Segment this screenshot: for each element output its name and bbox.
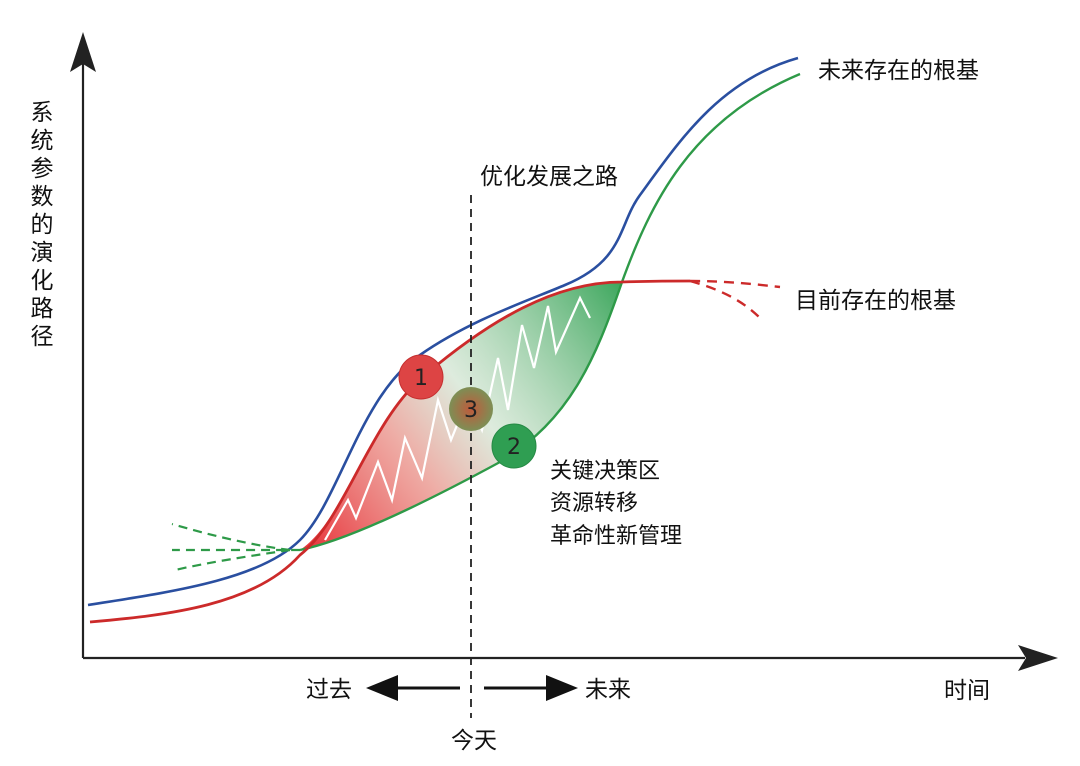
point-2-number: 2: [507, 435, 521, 460]
past-label: 过去: [306, 677, 352, 703]
future-foundation-curve-green: [299, 72, 801, 552]
optimized-path-label: 优化发展之路: [480, 164, 618, 190]
future-foundation-curve-blue: [87, 56, 799, 607]
y-axis-label: 系统参数的演化路径: [31, 100, 54, 350]
decision-zone-line-1: 关键决策区: [550, 459, 660, 484]
point-1-number: 1: [414, 366, 428, 391]
point-2: 2: [491, 423, 537, 469]
future-foundation-label: 未来存在的根基: [818, 58, 979, 84]
point-1: 1: [398, 354, 444, 400]
current-foundation-dashed-extension: [689, 279, 781, 319]
past-arrow: [366, 675, 460, 701]
arrow-right-icon: [546, 675, 578, 701]
point-3-number: 3: [464, 398, 478, 423]
current-foundation-label: 目前存在的根基: [795, 288, 956, 314]
arrow-left-icon: [366, 675, 398, 701]
point-3: 3: [449, 387, 493, 431]
current-foundation-curve: [89, 279, 691, 624]
y-axis-arrow-icon: [70, 32, 96, 72]
future-arrow: [484, 675, 578, 701]
decision-zone-line-2: 资源转移: [550, 491, 638, 516]
today-label: 今天: [451, 728, 497, 754]
axes: [70, 32, 1058, 671]
x-axis-label: 时间: [944, 678, 990, 704]
x-axis-arrow-icon: [1018, 645, 1058, 671]
decision-zone-line-3: 革命性新管理: [550, 524, 682, 549]
future-label: 未来: [585, 677, 631, 703]
green-dashed-extension: [171, 522, 301, 572]
